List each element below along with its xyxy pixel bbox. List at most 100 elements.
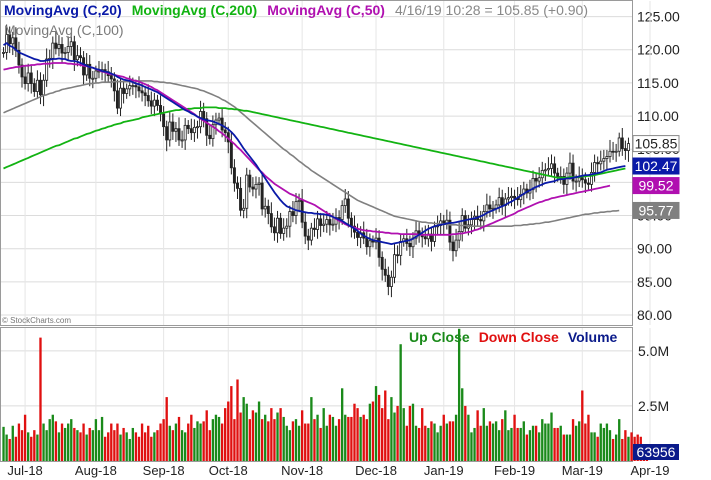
volume-bar [20, 430, 24, 461]
candle-body [386, 274, 390, 287]
volume-bar [504, 410, 507, 461]
candle-body [69, 41, 73, 47]
candle-body [60, 44, 64, 54]
x-tick-label: Sep-18 [143, 463, 185, 478]
ma20-line [3, 42, 626, 245]
candle-body [303, 221, 307, 237]
volume-bar [199, 423, 202, 461]
volume-bar [337, 419, 341, 461]
candle-body [586, 182, 590, 185]
volume-bar [110, 423, 113, 461]
candle-body [72, 41, 76, 61]
candle-body [451, 241, 455, 252]
volume-bar [174, 423, 178, 461]
candle-body [223, 129, 227, 134]
volume-bar [427, 427, 430, 461]
volume-bar [103, 436, 107, 461]
volume-bar [171, 430, 175, 461]
x-tick-label: Aug-18 [75, 463, 117, 478]
candle-body [11, 37, 15, 45]
volume-bar [473, 427, 476, 461]
candle-body [88, 63, 92, 79]
candle-body [260, 182, 264, 210]
x-tick-label: Feb-19 [494, 463, 535, 478]
volume-bar [445, 423, 449, 461]
candle-body [605, 156, 609, 159]
candle-body [626, 143, 630, 151]
price-panel-frame [0, 0, 633, 326]
candle-body [513, 195, 517, 199]
volume-bar [356, 408, 359, 461]
volume-bar [88, 427, 91, 461]
candle-body [32, 83, 36, 92]
volume-bar [276, 412, 279, 461]
volume-bar [39, 337, 42, 461]
volume-bar [344, 414, 347, 461]
candle-body [140, 90, 144, 94]
candle-body [109, 75, 113, 80]
volume-bar [402, 408, 405, 461]
candle-body [79, 55, 82, 59]
volume-bar [544, 423, 547, 461]
candle-body [580, 177, 584, 181]
volume-bar [470, 432, 473, 461]
candle-body [442, 220, 446, 224]
candle-body [408, 243, 412, 248]
volume-bar [430, 421, 433, 461]
volume-bar [322, 408, 325, 461]
candle-body [122, 87, 126, 94]
volume-bar [137, 436, 141, 461]
candle-body [583, 179, 587, 184]
candle-body [128, 85, 132, 90]
volume-bar [211, 419, 215, 461]
volume-bar [513, 414, 516, 461]
candle-body [146, 95, 150, 102]
price-tag-label: 95.77 [638, 202, 673, 218]
price-tag-ma100: 95.77 [632, 201, 680, 219]
candle-body [460, 215, 464, 232]
volume-bar [208, 430, 211, 461]
candle-body [319, 218, 323, 226]
volume-legend-up: Up Close [409, 329, 470, 345]
volume-bar [205, 410, 208, 461]
volume-bar [522, 421, 525, 461]
candle-body [331, 223, 335, 226]
volume-bar [451, 421, 455, 461]
volume-bar [448, 421, 452, 461]
candle-body [143, 92, 147, 96]
candle-body [272, 226, 276, 234]
volume-bar [365, 419, 368, 461]
candle-body [23, 76, 27, 84]
candle-body [236, 182, 239, 189]
candle-body [2, 51, 6, 54]
volume-bar [353, 403, 356, 461]
volume-bar [411, 403, 415, 461]
volume-bar [294, 419, 298, 461]
volume-bar [584, 423, 587, 461]
legend-ma200: MovingAvg (C,200) [131, 2, 258, 18]
volume-bar [417, 427, 421, 461]
volume-bar [183, 432, 187, 461]
candle-body [309, 227, 313, 241]
candle-body [500, 197, 504, 207]
candle-body [183, 124, 187, 141]
candle-body [171, 121, 175, 132]
price-tag-box [632, 177, 680, 195]
volume-bar [390, 397, 393, 461]
candle-body [534, 178, 538, 182]
volume-bar [122, 427, 125, 461]
candle-body [119, 87, 122, 109]
legend-ma100: MovingAvg (C,100) [4, 22, 124, 38]
candle-body [349, 217, 353, 227]
volume-bar [461, 388, 464, 461]
candle-body [550, 163, 553, 169]
volume-bar [439, 425, 442, 461]
candle-body [574, 180, 578, 183]
volume-bar [334, 425, 338, 461]
volume-bar [538, 432, 541, 461]
volume-bar [405, 425, 408, 461]
candle-body [257, 182, 261, 185]
candle-body [608, 150, 612, 157]
candle-body [491, 207, 495, 210]
candle-body [162, 113, 166, 128]
